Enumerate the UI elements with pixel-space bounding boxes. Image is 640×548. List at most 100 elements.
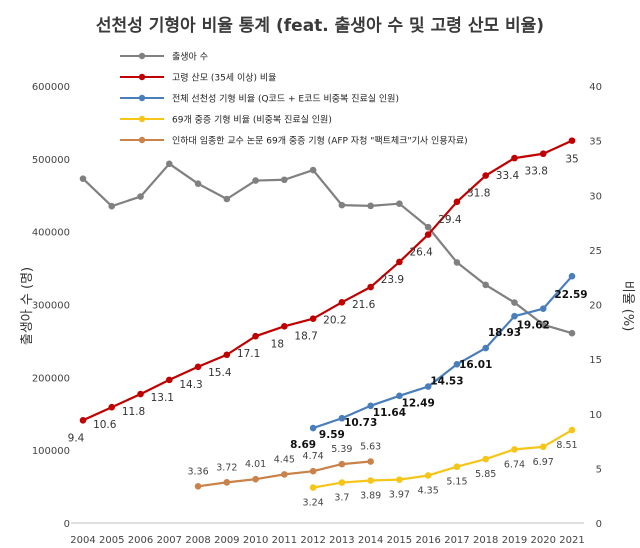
data-point (367, 402, 374, 410)
data-point (511, 312, 518, 320)
data-point (252, 177, 259, 184)
left-axis-ticks: 0 100000 200000 300000 400000 500000 600000 (32, 82, 70, 530)
right-tick-label: 15 (589, 355, 602, 366)
data-label: 22.59 (554, 289, 587, 301)
data-point (539, 305, 547, 312)
legend-entry: 출생아 수 (172, 52, 208, 63)
data-point (223, 195, 231, 203)
data-point (367, 202, 374, 210)
data-point (396, 258, 403, 266)
data-point (396, 392, 403, 400)
x-tick-label: 2013 (329, 535, 354, 546)
right-tick-label: 0 (596, 519, 602, 530)
chart-title: 선천성 기형아 비율 통계 (feat. 출생아 수 및 고령 산모 비율) (96, 15, 544, 36)
data-point (309, 467, 317, 475)
data-point (539, 321, 547, 328)
data-label: 5.63 (360, 441, 381, 452)
legend-entry: 전체 선천성 기형 비율 (Q코드 + E코드 비중복 진료실 인원) (172, 94, 399, 105)
data-point (223, 479, 231, 486)
data-label: 10.6 (93, 419, 117, 431)
data-point (309, 166, 317, 174)
data-point (396, 476, 403, 483)
data-label: 11.64 (373, 407, 406, 419)
data-point (424, 472, 432, 479)
x-tick-label: 2007 (157, 535, 182, 546)
data-point (424, 383, 432, 390)
legend-entry: 인하대 임종한 교수 논문 69개 중증 기형 (AFP 자청 "팩트체크"기사… (172, 135, 468, 147)
data-point (194, 180, 202, 187)
data-label: 14.53 (430, 375, 463, 387)
series-4 (194, 458, 374, 490)
data-point (79, 417, 87, 424)
left-tick-label: 400000 (32, 228, 70, 239)
data-point (223, 351, 231, 359)
left-tick-label: 500000 (32, 155, 70, 166)
x-tick-label: 2020 (531, 535, 556, 546)
data-point (165, 376, 173, 384)
data-point (338, 414, 346, 422)
data-label: 4.74 (303, 451, 324, 462)
data-point (396, 200, 403, 207)
right-tick-label: 20 (589, 301, 602, 312)
series-lines (79, 137, 576, 491)
x-tick-label: 2021 (559, 535, 584, 546)
left-axis-title: 출생아 수 (명) (20, 267, 35, 345)
data-label: 5.39 (331, 444, 352, 455)
data-label: 3.97 (389, 490, 410, 501)
data-label: 15.4 (208, 367, 232, 379)
data-label: 11.8 (122, 406, 145, 418)
data-point (453, 463, 461, 471)
data-label: 9.4 (68, 432, 85, 444)
data-point (424, 223, 432, 231)
legend-swatch-marker (138, 73, 146, 81)
data-label: 6.74 (504, 459, 525, 470)
legend-swatch-marker (138, 136, 146, 144)
data-point (511, 299, 518, 306)
data-point (338, 299, 346, 306)
data-point (137, 193, 144, 200)
data-label: 3.7 (334, 493, 349, 504)
data-label: 31.8 (467, 188, 490, 200)
series-line (312, 275, 573, 430)
x-tick-label: 2019 (502, 535, 527, 546)
data-point (453, 198, 461, 206)
data-point (79, 175, 87, 182)
data-label: 19.62 (517, 320, 550, 332)
data-point (281, 323, 288, 330)
data-point (539, 150, 547, 158)
data-label: 5.15 (446, 477, 467, 488)
data-label: 4.01 (245, 459, 266, 470)
data-point (539, 443, 547, 451)
left-tick-label: 200000 (32, 373, 70, 384)
x-tick-label: 2018 (473, 535, 498, 546)
data-label: 18.93 (488, 327, 521, 339)
right-tick-label: 10 (589, 410, 602, 421)
data-point (137, 390, 144, 398)
data-point (367, 458, 374, 465)
data-labels: 9.4 10.6 11.8 13.1 14.3 15.4 17.1 18 18.7 20.2 21.… (68, 154, 588, 509)
data-label: 4.35 (418, 485, 439, 496)
data-label: 35 (565, 154, 578, 166)
legend-entry: 고령 산모 (35세 이상) 비율 (172, 72, 276, 84)
data-point (568, 426, 576, 434)
data-point (281, 176, 288, 184)
data-label: 6.97 (533, 457, 554, 468)
data-point (108, 403, 116, 411)
data-label: 3.24 (303, 498, 324, 509)
x-tick-label: 2005 (99, 535, 124, 546)
legend-swatch-marker (138, 94, 146, 102)
data-point (338, 201, 346, 209)
data-point (511, 154, 518, 162)
right-tick-label: 40 (589, 82, 602, 93)
right-tick-label: 25 (589, 246, 602, 257)
x-tick-label: 2014 (358, 535, 383, 546)
series-line (312, 429, 573, 489)
legend-entry: 69개 중증 기형 비율 (비중복 진료실 인원) (172, 115, 332, 126)
data-label: 8.69 (290, 439, 316, 451)
data-label: 18 (271, 338, 284, 350)
x-tick-label: 2011 (272, 535, 297, 546)
series-1 (79, 137, 576, 424)
x-tick-label: 2004 (70, 535, 95, 546)
data-point (424, 231, 432, 238)
